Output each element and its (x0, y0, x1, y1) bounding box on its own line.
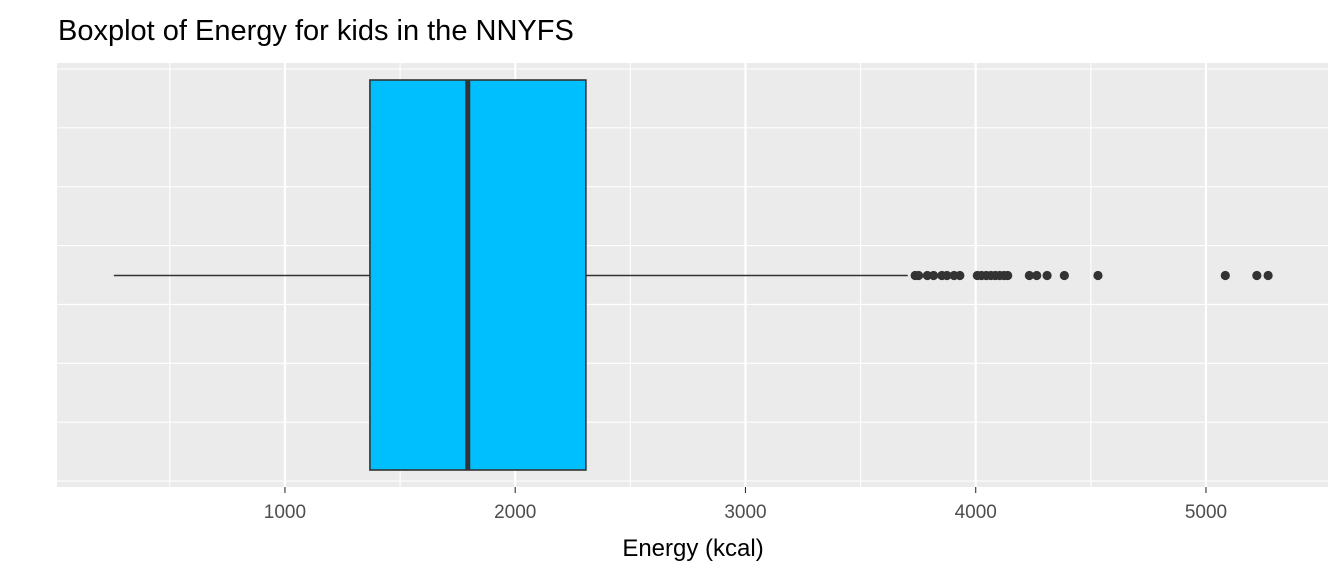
x-tick-label: 1000 (264, 502, 306, 523)
outlier-point (914, 270, 924, 281)
x-axis: 1000 2000 3000 4000 5000 (264, 487, 1227, 523)
outlier-point (942, 270, 952, 281)
outlier-point (1024, 270, 1034, 281)
outlier-point (1003, 270, 1013, 281)
outlier-point (1042, 270, 1052, 281)
iqr-box (369, 79, 587, 471)
x-tick-label: 4000 (955, 502, 997, 523)
x-tick-label: 2000 (494, 502, 536, 523)
outlier-point (1263, 270, 1273, 281)
x-tick-label: 5000 (1185, 502, 1227, 523)
outliers (910, 270, 1273, 281)
outlier-point (1252, 270, 1262, 281)
outlier-point (1032, 270, 1042, 281)
outlier-point (955, 270, 965, 281)
outlier-point (1059, 270, 1069, 281)
outlier-point (1220, 270, 1230, 281)
outlier-point (928, 270, 939, 281)
chart-title: Boxplot of Energy for kids in the NNYFS (58, 15, 574, 47)
box-group (369, 79, 587, 471)
outlier-point (1093, 270, 1103, 281)
x-tick-label: 3000 (724, 502, 766, 523)
x-axis-title: Energy (kcal) (622, 535, 763, 562)
